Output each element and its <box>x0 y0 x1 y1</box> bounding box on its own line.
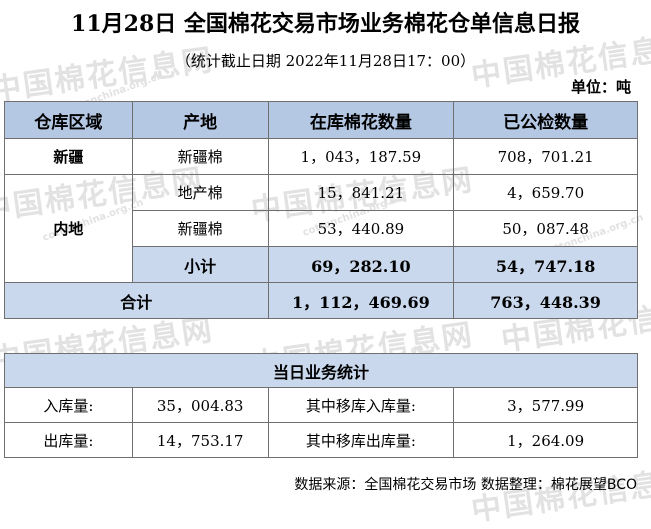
stats-label: 出库量: <box>4 422 133 458</box>
stats-value: 35，004.83 <box>131 387 269 423</box>
stock-cell: 15，841.21 <box>267 174 455 211</box>
total-stock: 1，112，469.69 <box>267 282 455 319</box>
table-row: 新疆 新疆棉 1，043，187.59 708，701.21 <box>4 138 638 175</box>
daily-business-stats-table: 当日业务统计 入库量: 35，004.83 其中移库入库量: 3，577.99 … <box>4 353 638 458</box>
table-row: 新疆棉 53，440.89 50，087.48 <box>5 210 638 247</box>
total-inspected: 763，448.39 <box>453 282 638 319</box>
header-inspected: 已公检数量 <box>453 101 638 139</box>
inspected-cell: 4，659.70 <box>453 174 638 211</box>
inspected-cell: 50，087.48 <box>453 210 638 247</box>
total-label: 合计 <box>4 282 269 319</box>
table-row: 入库量: 35，004.83 其中移库入库量: 3，577.99 <box>4 387 638 423</box>
origin-cell: 地产棉 <box>131 174 269 211</box>
stock-cell: 53，440.89 <box>267 210 455 247</box>
header-stock: 在库棉花数量 <box>267 101 455 139</box>
page-title: 11月28日 全国棉花交易市场业务棉花仓单信息日报 <box>71 11 580 37</box>
region-inland: 内地 <box>4 174 133 283</box>
subtotal-label: 小计 <box>131 246 269 283</box>
stats-header: 当日业务统计 <box>4 353 638 388</box>
data-source-footer: 数据来源：全国棉花交易市场 数据整理：棉花展望BCO <box>294 477 637 493</box>
page-subtitle: （统计截止日期 2022年11月28日17：00） <box>175 52 476 70</box>
header-region: 仓库区域 <box>4 101 133 139</box>
stats-label: 其中移库出库量: <box>267 422 455 458</box>
subtotal-row: 小计 69，282.10 54，747.18 <box>5 246 638 283</box>
origin-cell: 新疆棉 <box>131 138 269 175</box>
origin-cell: 新疆棉 <box>131 210 269 247</box>
table-row: 内地 地产棉 15，841.21 4，659.70 <box>4 174 638 283</box>
region-xinjiang: 新疆 <box>4 138 133 175</box>
subtotal-stock: 69，282.10 <box>267 246 455 283</box>
stats-value: 1，264.09 <box>453 422 638 458</box>
stats-label: 入库量: <box>4 387 133 423</box>
stats-header-row: 当日业务统计 <box>4 353 638 388</box>
warehouse-receipt-table: 仓库区域 产地 在库棉花数量 已公检数量 新疆 新疆棉 1，043，187.59… <box>4 101 638 319</box>
total-row: 合计 1，112，469.69 763，448.39 <box>4 282 638 319</box>
table-header-row: 仓库区域 产地 在库棉花数量 已公检数量 <box>4 101 638 139</box>
unit-label: 单位：吨 <box>570 78 631 96</box>
stock-cell: 1，043，187.59 <box>267 138 455 175</box>
subtotal-inspected: 54，747.18 <box>453 246 638 283</box>
stats-value: 14，753.17 <box>131 422 269 458</box>
table-row: 出库量: 14，753.17 其中移库出库量: 1，264.09 <box>4 422 638 458</box>
stats-value: 3，577.99 <box>453 387 638 423</box>
inspected-cell: 708，701.21 <box>453 138 638 175</box>
stats-label: 其中移库入库量: <box>267 387 455 423</box>
watermark-logo: 中国棉花信息网 <box>0 42 216 109</box>
header-origin: 产地 <box>131 101 269 139</box>
